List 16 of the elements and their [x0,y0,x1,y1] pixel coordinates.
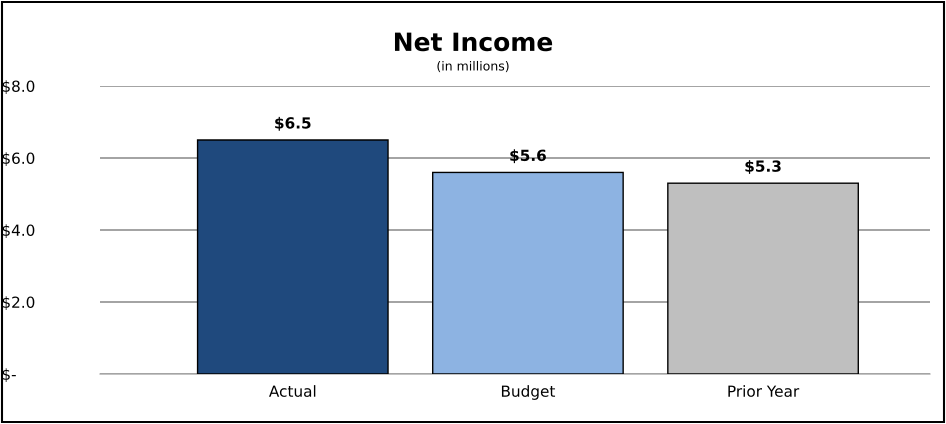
x-tick-label: Prior Year [728,385,800,397]
y-tick-label: $4.0 [2,224,34,238]
bar [196,139,389,374]
bar [432,172,624,374]
chart-title: Net Income [394,32,552,52]
bar [667,182,859,374]
data-label: $6.5 [275,116,311,131]
data-label: $5.3 [745,160,781,174]
x-tick-label: Budget [502,385,556,400]
y-tick-label: $8.0 [2,80,34,94]
chart-subtitle: (in millions) [437,60,509,72]
y-tick-label: $6.0 [2,152,34,166]
y-tick-label: $- [2,368,16,382]
x-tick-label: Actual [268,385,316,397]
y-tick-label: $2.0 [2,296,34,310]
data-label: $5.6 [510,149,546,164]
